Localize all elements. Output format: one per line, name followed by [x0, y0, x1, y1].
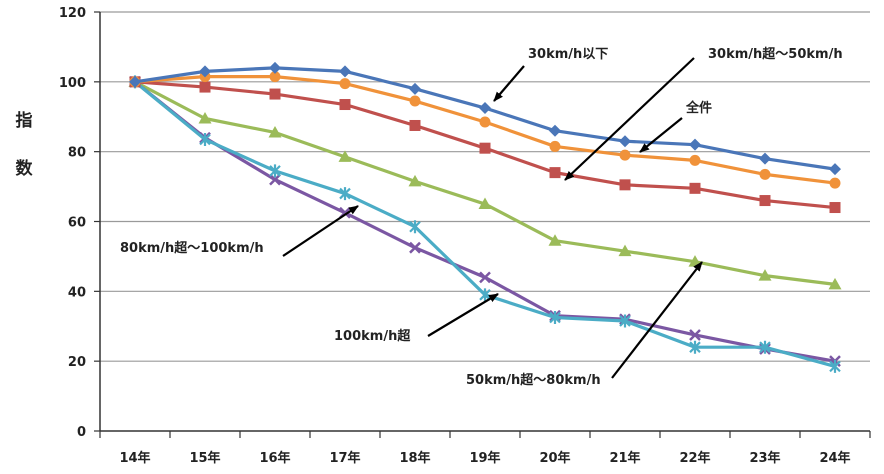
data-point: [689, 182, 701, 194]
data-point: [409, 82, 421, 95]
data-point: [269, 71, 281, 83]
data-point: [689, 138, 701, 151]
data-point: [549, 167, 561, 179]
data-point: [689, 329, 701, 341]
x-tick-label: 21年: [609, 450, 640, 466]
y-tick-label: 60: [68, 216, 86, 231]
annotation-arrow: [282, 205, 359, 257]
annotation-label: 30km/h以下: [528, 47, 608, 62]
data-point: [339, 99, 351, 111]
series-2: [129, 76, 841, 214]
data-point: [268, 125, 282, 138]
series-lines: [128, 61, 842, 373]
data-point: [829, 163, 841, 176]
data-point: [829, 202, 841, 214]
data-point: [409, 220, 421, 234]
y-axis-tick-labels: 0 20 40 60 80 100 120: [59, 6, 86, 440]
data-point: [758, 269, 772, 281]
x-tick-label: 19年: [469, 450, 500, 466]
data-point: [269, 164, 281, 178]
annotation-label: 100km/h超: [334, 328, 411, 344]
axes: [94, 11, 871, 438]
x-tick-label: 22年: [679, 450, 710, 466]
data-point: [409, 119, 421, 131]
data-point: [759, 152, 771, 165]
data-point: [689, 154, 701, 166]
annotation-label: 全件: [685, 100, 712, 116]
data-point: [479, 102, 491, 115]
x-tick-label: 23年: [749, 450, 780, 466]
x-tick-label: 18年: [399, 450, 430, 466]
y-tick-label: 80: [68, 146, 86, 161]
series-5: [129, 75, 841, 373]
y-tick-label: 40: [68, 285, 86, 300]
data-point: [478, 197, 492, 210]
data-point: [129, 75, 141, 88]
x-axis-tick-labels: 14年 15年 16年 17年 18年 19年 20年 21年 22年 23年 24年: [119, 450, 850, 466]
data-point: [619, 135, 631, 148]
data-point: [479, 116, 491, 128]
x-tick-label: 14年: [119, 450, 150, 466]
y-tick-label: 100: [59, 76, 86, 91]
data-point: [828, 277, 842, 290]
gridlines: [100, 11, 870, 362]
data-point: [619, 314, 631, 328]
data-point: [339, 78, 351, 90]
y-axis-label-char-2: 数: [16, 158, 34, 179]
annotation-arrow: [564, 57, 695, 181]
x-tick-label: 15年: [189, 450, 220, 466]
data-point: [339, 187, 351, 201]
annotation-arrow: [639, 117, 683, 153]
annotation-arrow: [493, 65, 525, 102]
data-point: [549, 124, 561, 137]
data-point: [829, 359, 841, 373]
annotation-arrow: [427, 293, 499, 337]
data-point: [269, 88, 281, 100]
series-0: [129, 61, 841, 176]
data-point: [199, 132, 211, 146]
y-axis-label-char-1: 指: [16, 110, 33, 131]
data-point: [549, 311, 561, 325]
data-point: [479, 271, 491, 284]
data-point: [199, 81, 211, 93]
x-tick-label: 17年: [329, 450, 360, 466]
data-point: [619, 179, 631, 191]
y-tick-label: 0: [77, 425, 86, 440]
data-point: [829, 177, 841, 189]
data-point: [339, 65, 351, 78]
data-point: [408, 174, 422, 187]
series-line: [134, 74, 836, 185]
data-point: [689, 340, 701, 354]
data-point: [409, 241, 421, 254]
data-point: [548, 234, 562, 246]
y-tick-label: 20: [68, 355, 86, 370]
data-point: [269, 173, 281, 186]
data-point: [269, 61, 281, 74]
data-point: [199, 65, 211, 78]
annotation-label: 80km/h超～100km/h: [120, 240, 264, 256]
data-point: [759, 195, 771, 207]
data-point: [619, 149, 631, 161]
data-point: [479, 142, 491, 154]
annotations: 30km/h以下 30km/h超～50km/h 全件 80km/h超～100km/h 1…: [120, 46, 843, 388]
data-point: [618, 244, 632, 257]
annotation-label: 50km/h超～80km/h: [466, 372, 601, 388]
annotation-arrow: [611, 261, 703, 379]
x-tick-label: 20年: [539, 450, 570, 466]
annotation-label: 30km/h超～50km/h: [708, 46, 843, 62]
x-tick-label: 16年: [259, 450, 290, 466]
data-point: [759, 168, 771, 180]
data-point: [338, 150, 352, 162]
x-tick-label: 24年: [819, 450, 850, 466]
data-point: [409, 95, 421, 107]
data-point: [198, 111, 212, 124]
data-point: [759, 340, 771, 354]
data-point: [549, 140, 561, 152]
y-tick-label: 120: [59, 6, 86, 21]
